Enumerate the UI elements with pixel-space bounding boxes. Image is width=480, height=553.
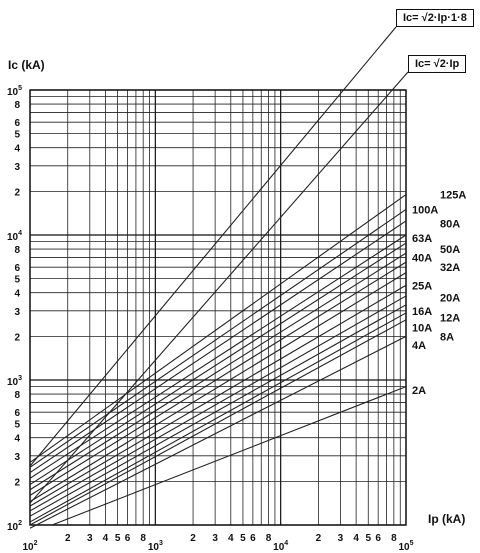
y-tick-label: 4 [14, 144, 20, 155]
x-tick-label: 5 [115, 533, 121, 544]
y-tick-label: 5 [14, 130, 20, 141]
y-tick-label: 6 [14, 118, 20, 129]
formula-box-peak-factor: Ic= √2·Ip·1·8 [396, 9, 474, 27]
y-tick-label: 4 [14, 434, 20, 445]
fuse-curve-80a [29, 220, 407, 474]
curve-label-125a: 125A [440, 190, 466, 202]
series-lines [29, 194, 407, 529]
curve-label-32a: 32A [440, 262, 460, 274]
x-tick-label: 3 [212, 533, 218, 544]
y-tick-label: 3 [14, 307, 20, 318]
x-tick-label: 6 [250, 533, 256, 544]
y-tick-label: 6 [14, 263, 20, 274]
x-decade-label: 105 [398, 540, 413, 553]
x-decade-exponent: 5 [410, 540, 414, 547]
fuse-curve-12a [29, 304, 407, 517]
y-decade-exponent: 2 [18, 520, 22, 527]
fuse-curve-10a [29, 312, 407, 523]
x-tick-label: 3 [338, 533, 344, 544]
y-tick-label: 5 [14, 420, 20, 431]
fuse-curve-63a [29, 234, 407, 479]
curve-label-12a: 12A [440, 312, 460, 324]
fuse-curve-100a [29, 209, 407, 468]
curve-label-2a: 2A [412, 385, 426, 397]
curve-label-50a: 50A [440, 244, 460, 256]
y-axis-title: Ic (kA) [8, 58, 45, 72]
y-tick-label: 6 [14, 408, 20, 419]
y-decade-label: 103 [7, 375, 22, 388]
y-tick-label: 8 [14, 245, 20, 256]
x-tick-label: 6 [375, 533, 381, 544]
x-decade-exponent: 3 [159, 540, 163, 547]
y-tick-label: 2 [14, 187, 20, 198]
reference-lines [29, 26, 409, 504]
curve-label-40a: 40A [412, 252, 432, 264]
reference-line [29, 26, 397, 467]
curve-label-80a: 80A [440, 219, 460, 231]
curve-label-4a: 4A [412, 340, 426, 352]
fuse-curve-8a [29, 319, 407, 526]
y-tick-label: 3 [14, 162, 20, 173]
formula-box-sqrt2: Ic= √2·Ip [408, 55, 467, 73]
x-tick-label: 5 [240, 533, 246, 544]
x-decade-label: 102 [22, 540, 37, 553]
x-tick-label: 5 [365, 533, 371, 544]
fuse-curve-40a [29, 252, 407, 491]
x-axis-title: Ip (kA) [428, 512, 466, 526]
x-decade-exponent: 2 [34, 540, 38, 547]
x-decade-exponent: 4 [284, 540, 288, 547]
y-decade-label: 102 [7, 520, 22, 533]
x-tick-label: 2 [190, 533, 196, 544]
y-tick-label: 8 [14, 390, 20, 401]
y-tick-label: 2 [14, 332, 20, 343]
x-tick-label: 6 [125, 533, 131, 544]
curve-label-63a: 63A [412, 233, 432, 245]
x-tick-label: 8 [266, 533, 272, 544]
x-decade-label: 103 [148, 540, 163, 553]
x-tick-label: 4 [103, 533, 109, 544]
x-tick-label: 8 [391, 533, 397, 544]
y-tick-label: 8 [14, 100, 20, 111]
y-tick-label: 3 [14, 452, 20, 463]
y-decade-exponent: 4 [18, 230, 22, 237]
y-decade-exponent: 5 [18, 85, 22, 92]
plot-frame [29, 89, 407, 526]
fuse-curve-32a [29, 261, 407, 496]
x-tick-label: 3 [87, 533, 93, 544]
curve-label-16a: 16A [412, 306, 432, 318]
y-tick-label: 2 [14, 477, 20, 488]
fuse-curve-50a [29, 242, 407, 486]
fuse-curve-4a [29, 335, 407, 529]
curve-label-20a: 20A [440, 293, 460, 305]
curve-label-100a: 100A [412, 204, 438, 216]
fuse-curve-25a [29, 272, 407, 503]
y-tick-label: 4 [14, 289, 20, 300]
curve-label-25a: 25A [412, 280, 432, 292]
x-tick-label: 4 [353, 533, 359, 544]
y-tick-label: 5 [14, 275, 20, 286]
curve-label-8a: 8A [440, 331, 454, 343]
fuse-curve-125a [29, 194, 407, 463]
fuse-curve-2a [51, 386, 407, 526]
x-tick-label: 8 [140, 533, 146, 544]
curve-label-10a: 10A [412, 323, 432, 335]
x-tick-label: 2 [316, 533, 322, 544]
x-tick-label: 4 [228, 533, 234, 544]
y-decade-exponent: 3 [18, 375, 22, 382]
y-decade-label: 105 [7, 85, 22, 98]
reference-line [29, 71, 409, 504]
fuse-curve-16a [29, 295, 407, 512]
y-decade-label: 104 [7, 230, 22, 243]
fuse-curve-20a [29, 284, 407, 507]
x-decade-label: 104 [273, 540, 288, 553]
x-tick-label: 2 [65, 533, 71, 544]
